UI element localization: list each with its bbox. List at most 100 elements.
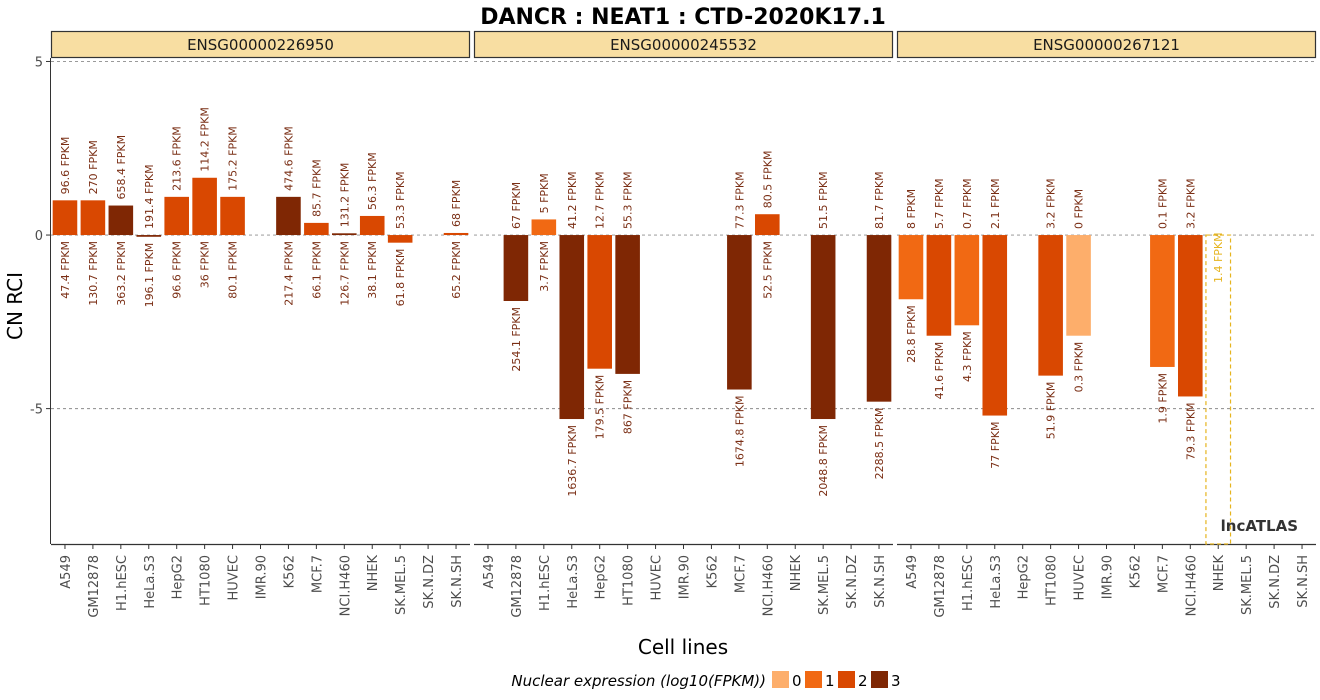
x-tick-label: K562 bbox=[1128, 555, 1143, 588]
y-axis-label: CN RCI bbox=[3, 272, 27, 340]
x-tick-label: GM12878 bbox=[87, 555, 102, 618]
chart-title: DANCR : NEAT1 : CTD-2020K17.1 bbox=[480, 5, 886, 30]
cytoplasm-fpkm-label: 5.7 FPKM bbox=[933, 178, 946, 229]
cytoplasm-fpkm-label: 175.2 FPKM bbox=[227, 126, 240, 191]
x-tick-label: IMR.90 bbox=[1101, 555, 1116, 599]
x-tick-label: MCF.7 bbox=[1156, 555, 1171, 593]
cytoplasm-fpkm-label: 474.6 FPKM bbox=[282, 126, 295, 191]
x-tick-label: NHEK bbox=[366, 555, 381, 592]
bar bbox=[1150, 235, 1175, 367]
x-tick-label: IMR.90 bbox=[678, 555, 693, 599]
x-tick-label: NCI.H460 bbox=[761, 555, 776, 616]
panel-ensg00000245532: ENSG00000245532 A549 GM12878 H1.hESC HeLa.S3… bbox=[473, 30, 894, 618]
bar bbox=[587, 235, 612, 369]
legend-swatch bbox=[871, 671, 888, 688]
cytoplasm-fpkm-label: 0.1 FPKM bbox=[1156, 178, 1169, 229]
panel-strip bbox=[50, 30, 471, 59]
bar bbox=[359, 215, 385, 236]
panels: ENSG00000226950 A549 GM12878 H1.hESC HeLa.S3… bbox=[50, 30, 1317, 618]
x-tick-label: K562 bbox=[282, 555, 297, 588]
cytoplasm-fpkm-label: 2.1 FPKM bbox=[989, 178, 1002, 229]
annotation-label: 1.4 FPKM bbox=[1212, 232, 1225, 283]
bar bbox=[332, 233, 357, 236]
nucleus-fpkm-label: 41.6 FPKM bbox=[933, 342, 946, 400]
legend-swatch bbox=[838, 671, 855, 688]
cytoplasm-fpkm-label: 67 FPKM bbox=[510, 182, 523, 229]
x-tick-label: HeLa.S3 bbox=[143, 555, 158, 609]
nucleus-fpkm-label: 52.5 FPKM bbox=[761, 241, 774, 299]
bar bbox=[810, 235, 836, 420]
bar bbox=[954, 235, 980, 326]
x-tick-label: MCF.7 bbox=[310, 555, 325, 593]
nucleus-fpkm-label: 3.7 FPKM bbox=[538, 241, 551, 292]
y-tick-label: -5 bbox=[30, 403, 43, 418]
panel-strip-label: ENSG00000226950 bbox=[187, 36, 334, 54]
bar bbox=[108, 205, 134, 236]
cytoplasm-fpkm-label: 51.5 FPKM bbox=[817, 171, 830, 229]
bar bbox=[727, 235, 752, 390]
cytoplasm-fpkm-label: 80.5 FPKM bbox=[761, 151, 774, 209]
nucleus-fpkm-label: 77 FPKM bbox=[989, 422, 1002, 469]
x-tick-label: H1.hESC bbox=[538, 555, 553, 611]
x-tick-label: A549 bbox=[905, 555, 920, 589]
x-axis-label: Cell lines bbox=[638, 635, 728, 659]
x-tick-label: H1.hESC bbox=[115, 555, 130, 611]
nucleus-fpkm-label: 61.8 FPKM bbox=[394, 249, 407, 307]
x-tick-label: SK.MEL.5 bbox=[394, 555, 409, 615]
cytoplasm-fpkm-label: 53.3 FPKM bbox=[394, 171, 407, 229]
cytoplasm-fpkm-label: 96.6 FPKM bbox=[59, 137, 72, 195]
bar bbox=[559, 235, 585, 420]
panel-ensg00000267121: ENSG00000267121 A549 GM12878 H1.hESC HeLa.S3… bbox=[896, 30, 1317, 618]
bar bbox=[164, 196, 189, 236]
panel-strip bbox=[473, 30, 894, 59]
x-tick-label: HeLa.S3 bbox=[989, 555, 1004, 609]
legend: Nuclear expression (log10(FPKM)) 0 1 2 3 bbox=[511, 671, 901, 690]
cytoplasm-fpkm-label: 3.2 FPKM bbox=[1045, 178, 1058, 229]
nucleus-fpkm-label: 66.1 FPKM bbox=[310, 241, 323, 299]
cytoplasm-fpkm-label: 191.4 FPKM bbox=[143, 164, 156, 229]
x-tick-label: HUVEC bbox=[650, 555, 665, 600]
lncatlas-watermark: lncATLAS bbox=[1221, 517, 1298, 535]
nucleus-fpkm-label: 363.2 FPKM bbox=[115, 241, 128, 306]
y-axis: 5 0 -5 bbox=[30, 55, 51, 544]
y-tick-label: 0 bbox=[35, 229, 43, 244]
bar bbox=[1066, 235, 1091, 336]
bar bbox=[1178, 235, 1203, 397]
bar bbox=[615, 235, 640, 374]
x-tick-label: SK.N.DZ bbox=[422, 555, 437, 609]
x-tick-label: HepG2 bbox=[171, 555, 186, 599]
bar bbox=[755, 214, 780, 236]
x-tick-label: SK.MEL.5 bbox=[1240, 555, 1255, 615]
bar bbox=[276, 196, 301, 236]
x-tick-label: SK.N.SH bbox=[1296, 555, 1311, 608]
cytoplasm-fpkm-label: 5 FPKM bbox=[538, 173, 551, 213]
nucleus-fpkm-label: 47.4 FPKM bbox=[59, 241, 72, 299]
nucleus-fpkm-label: 196.1 FPKM bbox=[143, 243, 156, 308]
legend-swatch bbox=[772, 671, 789, 688]
bar bbox=[304, 222, 329, 236]
x-tick-label: H1.hESC bbox=[961, 555, 976, 611]
bar bbox=[982, 235, 1008, 416]
y-tick-label: 5 bbox=[35, 55, 43, 70]
panel-strip bbox=[896, 30, 1317, 59]
nucleus-fpkm-label: 1636.7 FPKM bbox=[566, 425, 579, 497]
x-tick-label: K562 bbox=[705, 555, 720, 588]
bar bbox=[866, 235, 892, 402]
cytoplasm-fpkm-label: 3.2 FPKM bbox=[1184, 178, 1197, 229]
nucleus-fpkm-label: 80.1 FPKM bbox=[227, 241, 240, 299]
cytoplasm-fpkm-label: 55.3 FPKM bbox=[622, 171, 635, 229]
x-tick-label: GM12878 bbox=[510, 555, 525, 618]
panel-strip-label: ENSG00000245532 bbox=[610, 36, 757, 54]
nucleus-fpkm-label: 2288.5 FPKM bbox=[873, 408, 886, 480]
nucleus-fpkm-label: 36 FPKM bbox=[199, 241, 212, 288]
x-tick-label: MCF.7 bbox=[733, 555, 748, 593]
x-tick-label: HUVEC bbox=[227, 555, 242, 600]
cytoplasm-fpkm-label: 12.7 FPKM bbox=[594, 171, 607, 229]
x-tick-label: NHEK bbox=[789, 555, 804, 592]
nucleus-fpkm-label: 4.3 FPKM bbox=[961, 331, 974, 382]
legend-swatch bbox=[805, 671, 822, 688]
nucleus-fpkm-label: 130.7 FPKM bbox=[87, 241, 100, 306]
x-tick-label: HeLa.S3 bbox=[566, 555, 581, 609]
legend-label: 1 bbox=[825, 672, 835, 690]
